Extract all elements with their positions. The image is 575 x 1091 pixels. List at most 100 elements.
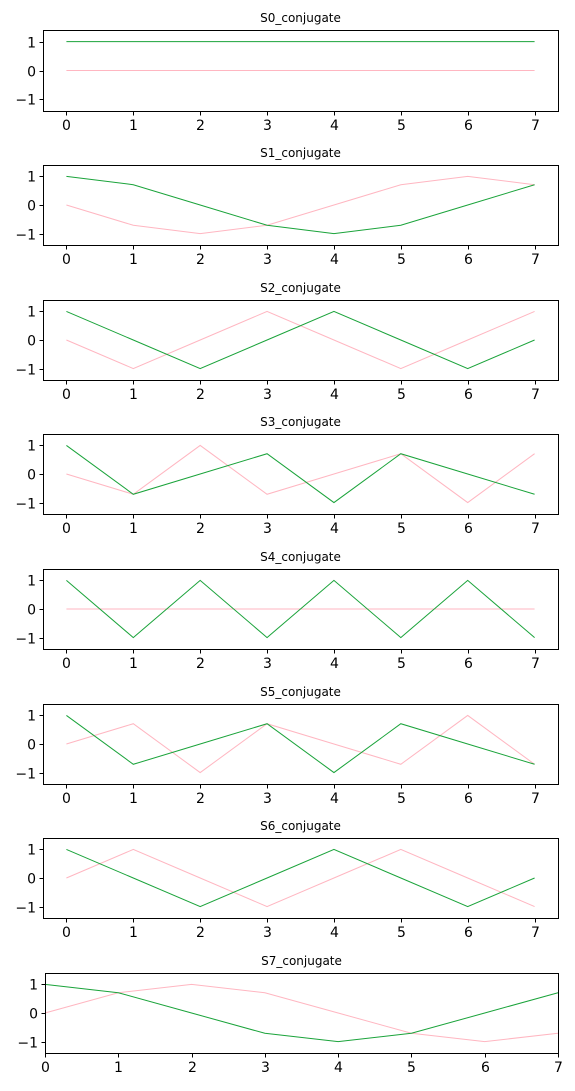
x-tick-label: 1 [129,521,138,537]
y-tick-label: −1 [15,632,36,648]
x-tick-label: 2 [196,387,205,403]
x-tick-label: 0 [62,791,71,807]
series-line-1 [66,445,535,504]
x-tick-label: 0 [62,118,71,134]
y-tick-label: 1 [27,36,36,52]
x-tick-label: 5 [397,252,406,268]
panel-title: S7_conjugate [261,954,342,968]
y-tick-label: 0 [27,468,36,484]
y-tick-label: −1 [15,767,36,783]
series-line-1 [66,175,535,235]
panel-title: S4_conjugate [260,550,341,564]
x-tick-label: 7 [531,118,540,134]
x-tick-label: 0 [62,925,71,941]
x-tick-label: 6 [464,656,473,672]
series-line-1 [44,983,559,1043]
x-tick-label: 5 [397,656,406,672]
y-tick-label: −1 [15,93,36,109]
chart-panel-5: S5_conjugate 0 1 2 3 4 5 6 7 1 0 −1 [15,685,559,807]
y-tick-label: 0 [27,334,36,350]
x-tick-label: 2 [196,656,205,672]
panel-title: S1_conjugate [260,146,341,160]
x-tick-label: 3 [263,791,272,807]
x-tick-label: 2 [196,521,205,537]
x-tick-label: 2 [196,118,205,134]
x-tick-label: 7 [531,252,540,268]
axes-frame [43,704,559,785]
x-tick-label: 1 [129,925,138,941]
y-tick-label: 0 [27,199,36,215]
y-tick-label: 1 [27,843,36,859]
x-tick-label: 4 [330,656,339,672]
series-line-0 [44,983,559,1043]
x-tick-label: 1 [114,1060,123,1076]
y-tick-label: −1 [15,497,36,513]
y-tick-label: 1 [27,170,36,186]
y-tick-label: 0 [27,872,36,888]
x-tick-label: 4 [330,791,339,807]
x-tick-label: 4 [330,118,339,134]
x-tick-label: 0 [41,1060,50,1076]
series-line-0 [66,714,535,774]
x-tick-label: 2 [188,1060,197,1076]
series-line-1 [66,715,535,774]
x-tick-label: 5 [397,791,406,807]
series-line-1 [66,579,535,639]
y-tick-label: 1 [27,709,36,725]
x-tick-label: 7 [531,925,540,941]
panel-title: S3_conjugate [260,415,341,429]
x-tick-label: 1 [129,252,138,268]
axes-frame [43,838,559,919]
x-tick-label: 2 [196,925,205,941]
x-tick-label: 3 [263,387,272,403]
axes-frame [43,300,559,381]
y-tick-label: 0 [27,65,36,81]
x-tick-label: 2 [196,791,205,807]
x-tick-label: 0 [62,387,71,403]
panel-title: S0_conjugate [260,11,341,25]
panel-title: S5_conjugate [260,685,341,699]
x-tick-label: 1 [129,791,138,807]
x-tick-label: 3 [263,925,272,941]
x-tick-label: 4 [330,925,339,941]
x-tick-label: 4 [330,521,339,537]
panel-title: S6_conjugate [260,819,341,833]
panel-title: S2_conjugate [260,281,341,295]
y-tick-label: −1 [15,363,36,379]
x-tick-label: 1 [129,656,138,672]
x-tick-label: 3 [263,656,272,672]
x-tick-label: 7 [531,521,540,537]
x-tick-label: 0 [62,521,71,537]
x-tick-label: 5 [397,118,406,134]
x-tick-label: 4 [330,252,339,268]
series-line-0 [66,310,535,370]
x-tick-label: 5 [397,925,406,941]
chart-panel-3: S3_conjugate 0 1 2 3 4 5 6 7 1 0 −1 [15,415,559,537]
x-tick-label: 6 [464,925,473,941]
y-tick-label: 1 [27,439,36,455]
x-tick-label: 6 [464,521,473,537]
series-line-1 [66,848,535,908]
x-tick-label: 5 [397,521,406,537]
x-tick-label: 0 [62,252,71,268]
x-tick-label: 3 [261,1060,270,1076]
y-tick-label: 0 [27,603,36,619]
y-tick-label: −1 [15,228,36,244]
x-tick-label: 3 [263,521,272,537]
chart-panel-0: S0_conjugate 0 1 2 3 4 5 6 7 1 0 −1 [15,11,559,134]
chart-panel-1: S1_conjugate 0 1 2 3 4 5 6 7 1 0 −1 [15,146,559,268]
series-line-0 [66,444,535,504]
x-tick-label: 5 [407,1060,416,1076]
axes-frame [43,434,559,515]
x-tick-label: 1 [129,118,138,134]
x-tick-label: 3 [263,252,272,268]
x-tick-label: 7 [531,387,540,403]
x-tick-label: 6 [464,118,473,134]
y-tick-label: −1 [17,1036,38,1052]
axes-frame [43,165,559,246]
x-tick-label: 6 [464,387,473,403]
x-tick-label: 6 [481,1060,490,1076]
x-tick-label: 0 [62,656,71,672]
